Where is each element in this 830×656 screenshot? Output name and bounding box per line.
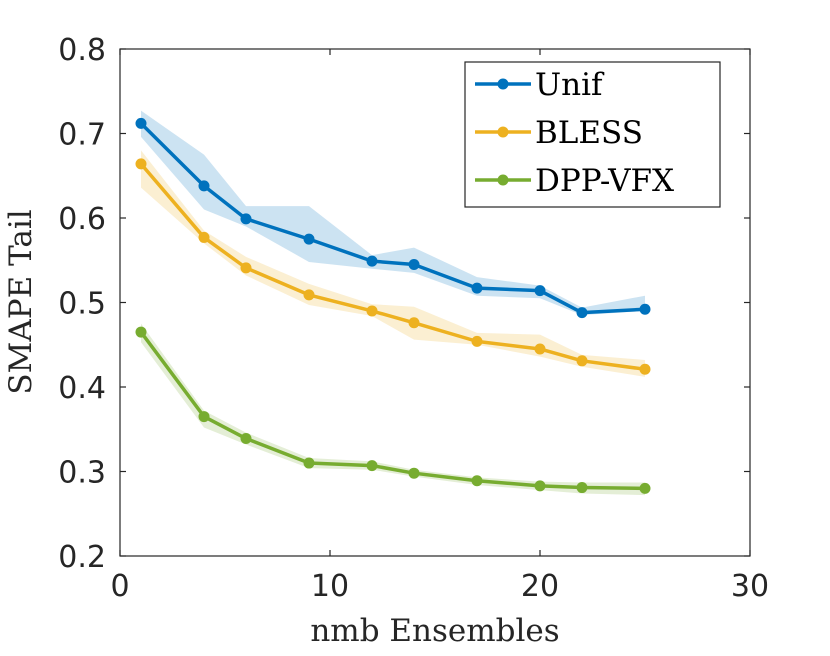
y-tick-label: 0.4: [58, 371, 106, 406]
point-bless-6: [471, 335, 483, 347]
y-tick-label: 0.7: [58, 118, 106, 153]
y-tick-label: 0.6: [58, 202, 106, 237]
legend-label-dpp-vfx: DPP-VFX: [535, 163, 674, 199]
point-bless-0: [135, 158, 147, 170]
point-dpp-vfx-1: [198, 411, 210, 423]
point-dpp-vfx-0: [135, 326, 147, 338]
line-bless: [139, 162, 646, 371]
line-dpp-vfx: [139, 331, 646, 491]
band-dpp-vfx: [141, 323, 645, 496]
point-bless-7: [534, 343, 546, 355]
axes: 0 10 20 30 0.2 0.3 0.4 0.5 0.6 0.7 0.8: [58, 33, 769, 604]
y-tick-label: 0.8: [58, 33, 106, 68]
point-bless-3: [303, 289, 315, 301]
point-dpp-vfx-3: [303, 457, 315, 469]
point-bless-8: [576, 355, 588, 367]
legend-marker-unif: [497, 78, 509, 90]
legend-label-unif: Unif: [535, 67, 605, 103]
point-unif-8: [576, 307, 588, 319]
point-unif-0: [135, 117, 147, 129]
point-bless-1: [198, 231, 210, 243]
x-tick-label: 30: [731, 569, 769, 604]
point-dpp-vfx-4: [366, 460, 378, 472]
series-lines: [135, 117, 651, 494]
point-bless-9: [639, 363, 651, 375]
point-dpp-vfx-2: [240, 433, 252, 445]
point-dpp-vfx-9: [639, 482, 651, 494]
point-unif-3: [303, 233, 315, 245]
point-unif-9: [639, 303, 651, 315]
point-bless-4: [366, 305, 378, 317]
x-tick-label: 20: [521, 569, 559, 604]
x-axis-label: nmb Ensembles: [310, 613, 559, 649]
x-tick-label: 10: [311, 569, 349, 604]
legend: Unif BLESS DPP-VFX: [464, 61, 721, 208]
point-bless-2: [240, 262, 252, 274]
point-unif-7: [534, 285, 546, 297]
point-dpp-vfx-6: [471, 475, 483, 487]
point-dpp-vfx-8: [576, 482, 588, 494]
point-unif-6: [471, 282, 483, 294]
legend-label-bless: BLESS: [535, 115, 643, 151]
point-dpp-vfx-7: [534, 480, 546, 492]
y-tick-label: 0.2: [58, 540, 106, 575]
point-unif-2: [240, 213, 252, 225]
band-unif: [141, 110, 645, 316]
legend-marker-bless: [497, 126, 509, 138]
y-tick-label: 0.5: [58, 287, 106, 322]
y-axis-label: SMAPE Tail: [3, 209, 39, 394]
y-tick-label: 0.3: [58, 456, 106, 491]
point-unif-1: [198, 180, 210, 192]
line-unif: [139, 122, 646, 315]
point-unif-5: [408, 258, 420, 270]
point-dpp-vfx-5: [408, 467, 420, 479]
legend-marker-dpp-vfx: [497, 174, 509, 186]
point-unif-4: [366, 255, 378, 267]
point-bless-5: [408, 317, 420, 329]
x-tick-label: 0: [110, 569, 129, 604]
